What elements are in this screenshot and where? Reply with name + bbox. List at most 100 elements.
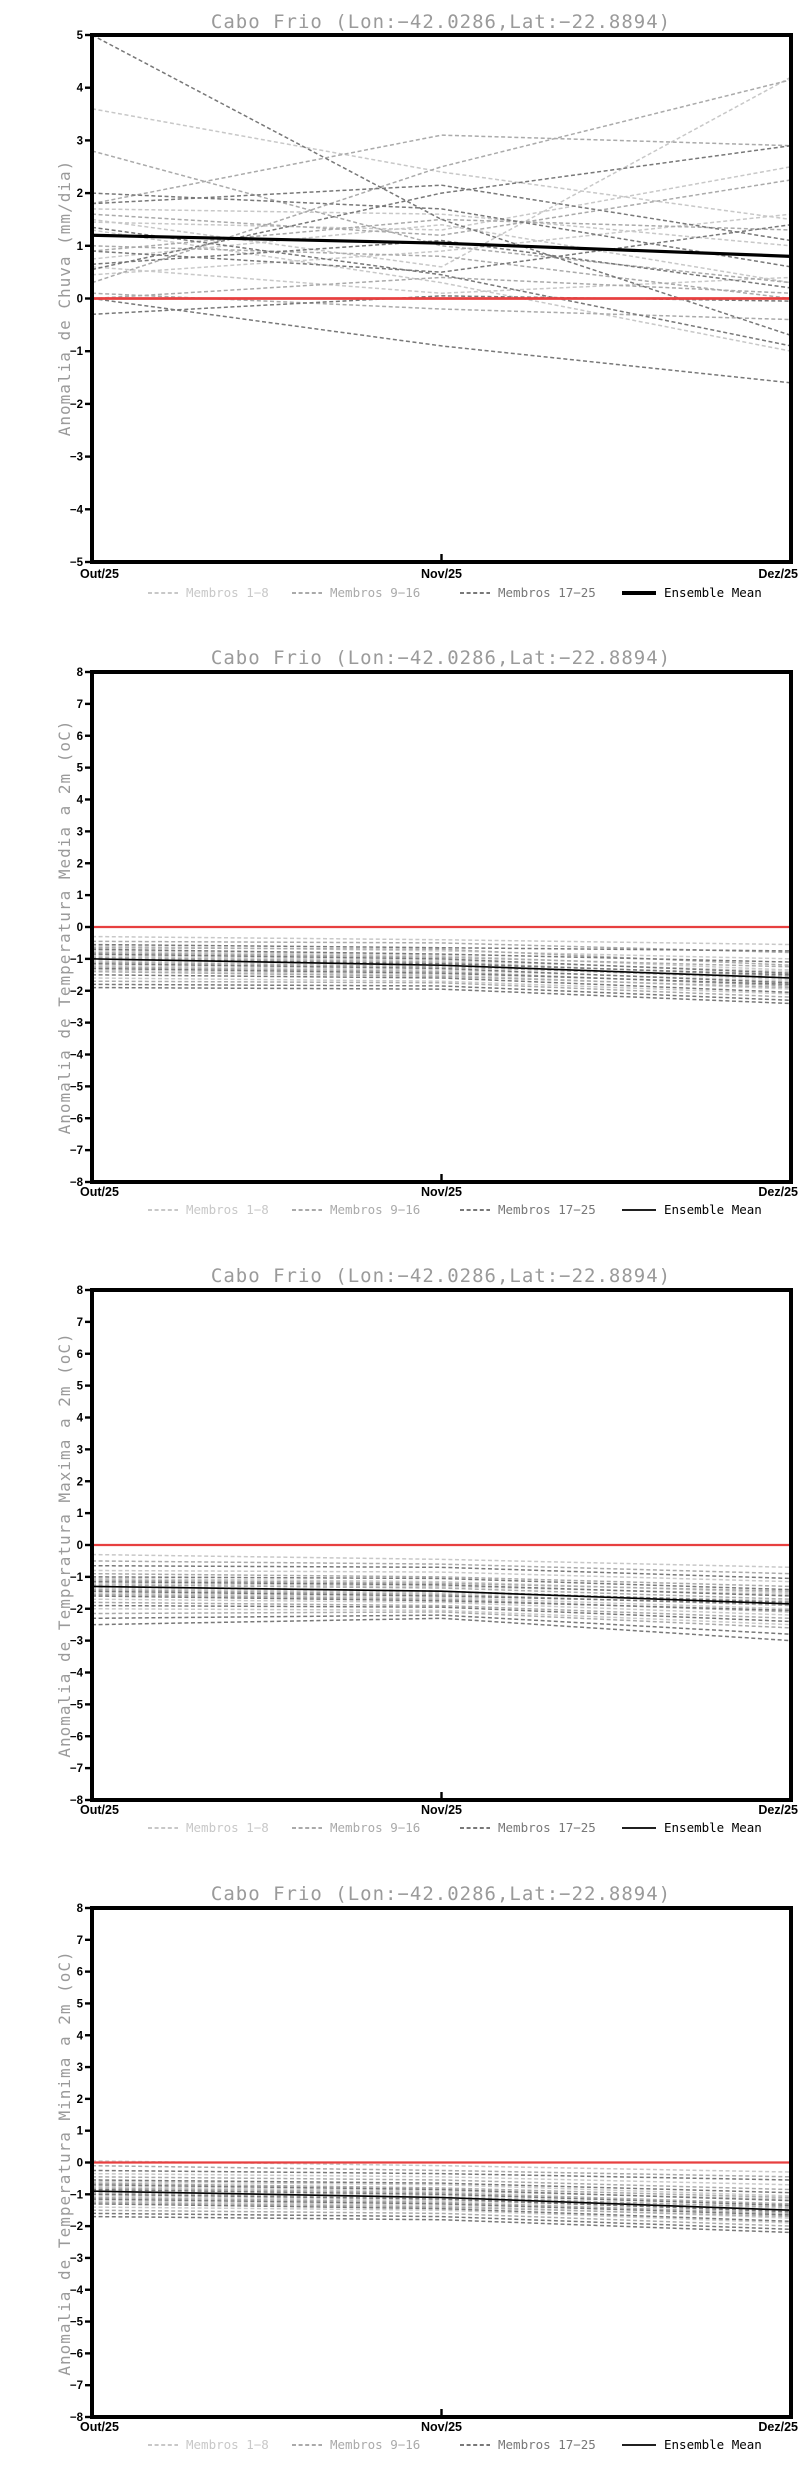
y-tick-label: −7 xyxy=(70,2380,83,2392)
min-temperature-anomaly-chart: Cabo Frio (Lon:−42.0286,Lat:−22.8894) An… xyxy=(55,1883,798,2452)
precipitation-anomaly-chart: Cabo Frio (Lon:−42.0286,Lat:−22.8894) An… xyxy=(55,11,798,600)
member-line xyxy=(91,2182,792,2199)
y-tick-label: −2 xyxy=(70,2221,83,2233)
member-line xyxy=(91,34,792,337)
ensemble-mean-line xyxy=(91,958,792,979)
y-tick-label: −1 xyxy=(70,346,84,358)
member-line xyxy=(91,2160,792,2173)
member-line xyxy=(91,951,792,968)
y-tick-label: 7 xyxy=(77,1317,83,1329)
x-axis-label: Out/25 xyxy=(80,1185,119,1199)
member-line xyxy=(91,2172,792,2186)
legend-label: Membros 9−16 xyxy=(330,1820,420,1835)
member-line xyxy=(91,1564,792,1580)
x-axis-label: Dez/25 xyxy=(758,567,798,581)
member-line xyxy=(91,2196,792,2215)
member-line xyxy=(91,1572,792,1588)
y-tick-label: −6 xyxy=(70,1731,83,1743)
ensemble-mean-line xyxy=(91,233,792,258)
member-line xyxy=(91,179,792,237)
y-tick-label: −7 xyxy=(70,1145,83,1157)
member-line xyxy=(91,2184,792,2202)
legend-label: Membros 17−25 xyxy=(498,2437,596,2452)
member-line xyxy=(91,144,792,271)
y-tick-label: −5 xyxy=(70,1081,84,1093)
chart-title: Cabo Frio (Lon:−42.0286,Lat:−22.8894) xyxy=(211,1265,671,1287)
member-line xyxy=(91,2176,792,2191)
chart-panel-precipitation: Cabo Frio (Lon:−42.0286,Lat:−22.8894) An… xyxy=(0,0,800,618)
chart-title: Cabo Frio (Lon:−42.0286,Lat:−22.8894) xyxy=(211,647,671,669)
y-tick-label: −4 xyxy=(70,504,84,516)
member-line xyxy=(91,958,792,976)
member-line xyxy=(91,2206,792,2224)
member-line xyxy=(91,2191,792,2208)
member-line xyxy=(91,983,792,1002)
y-tick-label: 7 xyxy=(77,1935,83,1947)
member-line xyxy=(91,948,792,963)
member-line xyxy=(91,1592,792,1610)
y-tick-label: −4 xyxy=(70,2285,84,2297)
member-line xyxy=(91,1608,792,1626)
member-line xyxy=(91,2193,792,2213)
member-line xyxy=(91,980,792,998)
y-tick-label: −1 xyxy=(70,954,84,966)
x-axis-label: Dez/25 xyxy=(758,2420,798,2434)
member-line xyxy=(91,218,792,252)
y-tick-label: 0 xyxy=(77,1540,83,1552)
y-tick-label: −4 xyxy=(70,1050,84,1062)
member-line xyxy=(91,945,792,960)
member-line xyxy=(91,967,792,986)
member-line xyxy=(91,208,792,247)
y-tick-label: 8 xyxy=(77,1903,84,1915)
y-tick-label: 3 xyxy=(77,2062,83,2074)
member-line xyxy=(91,962,792,984)
member-line xyxy=(91,1590,792,1605)
member-line xyxy=(91,1593,792,1613)
y-tick-label: 0 xyxy=(77,294,83,306)
legend-label: Ensemble Mean xyxy=(664,1820,762,1835)
member-line xyxy=(91,2215,792,2234)
member-line xyxy=(91,292,792,321)
member-line xyxy=(91,2179,792,2194)
y-axis-label: Anomalia de Temperatura Maxima a 2m (oC) xyxy=(55,1332,74,1757)
member-line xyxy=(91,2169,792,2181)
y-tick-label: −3 xyxy=(70,452,83,464)
member-line xyxy=(91,166,792,231)
y-tick-label: 6 xyxy=(77,731,83,743)
y-tick-label: −1 xyxy=(70,2189,84,2201)
y-tick-label: 4 xyxy=(77,795,84,807)
y-tick-label: 4 xyxy=(77,83,84,95)
y-tick-label: −5 xyxy=(70,2317,84,2329)
legend-label: Membros 1−8 xyxy=(186,585,269,600)
y-tick-label: 5 xyxy=(77,30,84,42)
y-tick-label: 2 xyxy=(77,2094,83,2106)
member-line xyxy=(91,974,792,994)
member-line xyxy=(91,76,792,268)
y-tick-label: 5 xyxy=(77,1381,84,1393)
mean-temperature-anomaly-chart: Cabo Frio (Lon:−42.0286,Lat:−22.8894) An… xyxy=(55,647,798,1217)
member-line xyxy=(91,935,792,946)
y-tick-label: 5 xyxy=(77,763,84,775)
member-line xyxy=(91,2212,792,2231)
y-tick-label: 5 xyxy=(77,1998,84,2010)
member-line xyxy=(91,1576,792,1591)
legend-label: Ensemble Mean xyxy=(664,585,762,600)
y-tick-label: 2 xyxy=(77,1476,83,1488)
y-axis-label: Anomalia de Temperatura Minima a 2m (oC) xyxy=(55,1950,74,2375)
x-axis-label: Nov/25 xyxy=(421,2420,462,2434)
y-tick-label: −1 xyxy=(70,1572,84,1584)
y-tick-label: 6 xyxy=(77,1349,83,1361)
y-axis-label: Anomalia de Temperatura Media a 2m (oC) xyxy=(55,720,74,1135)
max-temperature-anomaly-chart: Cabo Frio (Lon:−42.0286,Lat:−22.8894) An… xyxy=(55,1265,798,1835)
y-tick-label: −7 xyxy=(70,1763,83,1775)
member-line xyxy=(91,1611,792,1629)
member-line xyxy=(91,1614,792,1635)
member-line xyxy=(91,2198,792,2216)
ensemble-mean-line xyxy=(91,2190,792,2212)
member-line xyxy=(91,226,792,347)
y-tick-label: 6 xyxy=(77,1967,83,1979)
member-line xyxy=(91,134,792,205)
y-tick-label: 2 xyxy=(77,858,83,870)
member-line xyxy=(91,2201,792,2218)
member-line xyxy=(91,266,792,294)
